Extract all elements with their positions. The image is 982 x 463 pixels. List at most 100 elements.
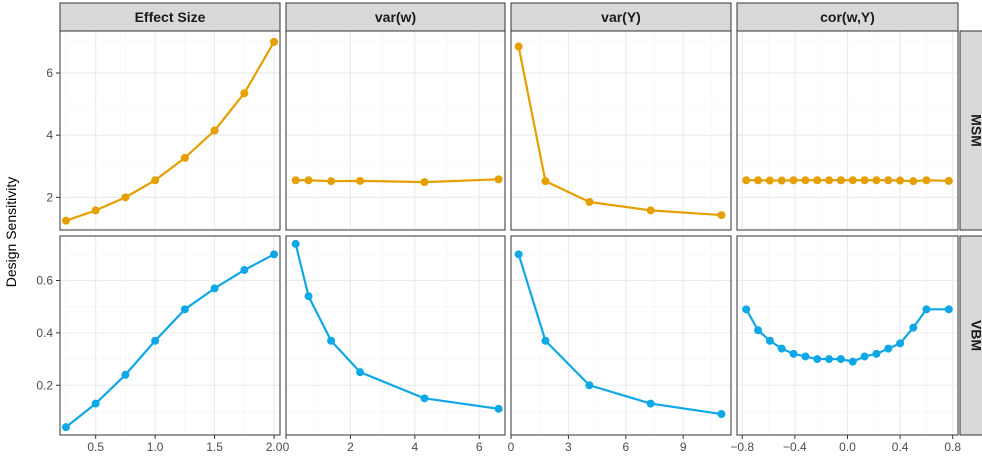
data-point [151, 336, 160, 345]
panel-vbm-cor-w-y [736, 235, 959, 436]
data-point [944, 305, 953, 314]
data-point [151, 176, 160, 185]
data-point [754, 326, 763, 335]
y-axis-title: Design Sensitivity [3, 177, 19, 288]
data-point [896, 176, 905, 185]
series-line [294, 243, 499, 410]
y-axes: 2 4 6 0.2 0.4 0.6 [36, 66, 60, 392]
panel-msm-var-y [510, 30, 732, 231]
panel-background [511, 236, 731, 435]
data-point [884, 176, 893, 185]
data-point [777, 176, 786, 185]
data-point [848, 176, 857, 185]
data-point [860, 352, 869, 361]
x-axes: 0.5 1.0 1.5 2.0 0 2 4 6 0 3 6 9 −0.8 −0.4 0.0 0.4 0.8 [87, 435, 961, 454]
series-line [746, 179, 949, 183]
x-tick-label: 0 [283, 440, 290, 454]
strip-msm [959, 30, 982, 231]
x-tick-label: −0.8 [730, 440, 754, 454]
data-point [646, 206, 655, 215]
data-point [585, 198, 594, 207]
row-strips: MSM VBM [959, 30, 982, 436]
panel-vbm-var-y [510, 235, 732, 436]
strip-cor-w-y [736, 2, 959, 32]
data-point [742, 176, 751, 185]
strip-label: var(Y) [601, 9, 641, 25]
panel-border [510, 30, 732, 231]
data-point [541, 177, 550, 186]
data-point [180, 305, 189, 314]
data-point [585, 381, 594, 390]
x-tick-label: 0.0 [839, 440, 856, 454]
data-point [210, 126, 219, 135]
data-point [291, 239, 300, 248]
x-tick-label: 0.4 [892, 440, 909, 454]
x-tick-label: −0.4 [783, 440, 807, 454]
panel-background [286, 31, 505, 230]
data-point [836, 355, 845, 364]
data-point [327, 177, 336, 186]
data-point [420, 178, 429, 187]
y-axis-msm: 2 4 6 [46, 66, 60, 204]
data-point [909, 323, 918, 332]
x-tick-label: 1.0 [147, 440, 164, 454]
data-point [180, 153, 189, 162]
series-line [65, 41, 276, 222]
strip-label: Effect Size [135, 9, 206, 25]
data-point [420, 394, 429, 403]
data-point [922, 176, 931, 185]
x-tick-label: 0.8 [944, 440, 961, 454]
panel-border [285, 235, 506, 436]
x-tick-label: 4 [411, 440, 418, 454]
panel-border [285, 30, 506, 231]
y-axis-vbm: 0.2 0.4 0.6 [36, 274, 60, 392]
y-tick-label: 6 [46, 66, 53, 80]
data-point [944, 176, 953, 185]
data-point [270, 250, 279, 259]
strip-effect-size [59, 2, 281, 32]
data-point [742, 305, 751, 314]
data-point [91, 399, 100, 408]
data-point [240, 89, 249, 98]
x-tick-label: 9 [680, 440, 687, 454]
data-point [514, 250, 523, 259]
data-point [872, 349, 881, 358]
data-point [765, 176, 774, 185]
data-point [789, 349, 798, 358]
x-tick-label: 3 [565, 440, 572, 454]
data-point [240, 266, 249, 275]
x-tick-label: 2.0 [266, 440, 283, 454]
data-point [494, 404, 503, 413]
data-point [270, 37, 279, 46]
panel-border [510, 235, 732, 436]
strip-var-w [285, 2, 506, 32]
data-point [91, 206, 100, 215]
data-point [210, 284, 219, 293]
data-point [789, 176, 798, 185]
data-point [777, 344, 786, 353]
panel-border [736, 30, 959, 231]
y-tick-label: 0.6 [36, 274, 53, 288]
data-point [801, 352, 810, 361]
x-axis-var-y: 0 3 6 9 [508, 435, 687, 454]
data-point [765, 336, 774, 345]
data-point [327, 336, 336, 345]
data-point [909, 177, 918, 186]
data-point [825, 176, 834, 185]
x-axis-cor-w-y: −0.8 −0.4 0.0 0.4 0.8 [730, 435, 961, 454]
panel-background [286, 236, 505, 435]
data-point [860, 176, 869, 185]
x-tick-label: 2 [347, 440, 354, 454]
data-point [646, 399, 655, 408]
strip-label: MSM [968, 114, 982, 147]
strip-vbm [959, 235, 982, 436]
panel-vbm-var-w [285, 235, 506, 436]
panel-border [59, 30, 281, 231]
panel-msm-var-w [285, 30, 506, 231]
data-point [61, 423, 70, 432]
data-point [848, 357, 857, 366]
data-point [291, 176, 300, 185]
y-tick-label: 4 [46, 128, 53, 142]
data-point [717, 410, 726, 419]
data-point [304, 176, 313, 185]
